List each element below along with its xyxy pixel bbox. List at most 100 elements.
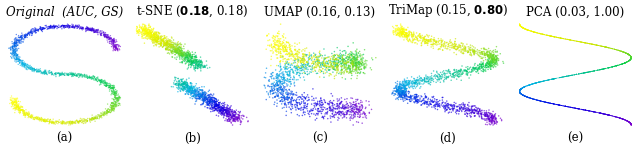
Point [297, 95, 307, 97]
Point [516, 25, 526, 27]
Point [461, 70, 471, 72]
Point [588, 111, 598, 113]
Point [114, 96, 124, 98]
Point [195, 64, 205, 66]
Point [208, 108, 218, 110]
Point [301, 68, 312, 70]
Point [614, 50, 625, 52]
Point [72, 120, 83, 122]
Point [310, 108, 321, 110]
Point [398, 90, 408, 92]
Point [320, 57, 330, 60]
Point [622, 53, 632, 55]
Point [64, 122, 74, 125]
Point [88, 30, 99, 32]
Point [337, 58, 348, 60]
Point [616, 117, 627, 120]
Point [276, 96, 286, 98]
Point [617, 118, 627, 120]
Point [624, 54, 634, 56]
Point [275, 61, 285, 63]
Point [585, 71, 595, 73]
Point [104, 90, 115, 92]
Point [616, 50, 627, 52]
Point [156, 45, 166, 47]
Point [433, 105, 444, 107]
Point [554, 104, 564, 106]
Point [515, 89, 525, 91]
Point [229, 115, 239, 118]
Point [45, 27, 55, 29]
Point [287, 50, 297, 53]
Point [412, 79, 422, 81]
Point [596, 112, 606, 115]
Point [300, 47, 310, 50]
Point [285, 101, 295, 103]
Point [267, 82, 277, 85]
Point [211, 101, 221, 103]
Point [19, 36, 29, 38]
Point [616, 117, 626, 120]
Point [598, 113, 608, 115]
Point [340, 60, 351, 63]
Point [140, 30, 150, 33]
Point [475, 63, 485, 65]
Point [272, 105, 282, 107]
Point [58, 24, 68, 27]
Point [492, 118, 502, 120]
Point [109, 94, 120, 96]
Point [296, 59, 306, 61]
Point [336, 73, 346, 75]
Point [531, 82, 541, 84]
Point [174, 51, 184, 53]
Point [348, 42, 358, 44]
Point [205, 110, 216, 113]
Text: (b): (b) [184, 132, 201, 145]
Point [488, 58, 499, 60]
Point [522, 29, 532, 31]
Point [200, 98, 210, 100]
Point [178, 85, 188, 87]
Point [396, 96, 406, 98]
Point [626, 124, 636, 126]
Point [170, 79, 180, 81]
Point [213, 99, 223, 101]
Point [399, 96, 410, 98]
Point [431, 74, 442, 77]
Point [540, 80, 550, 82]
Point [579, 41, 589, 44]
Point [487, 59, 497, 62]
Point [298, 66, 308, 68]
Point [14, 57, 24, 60]
Point [112, 48, 122, 50]
Point [211, 100, 221, 103]
Point [354, 69, 364, 71]
Point [367, 59, 378, 61]
Point [144, 32, 154, 35]
Point [114, 47, 124, 50]
Point [185, 87, 195, 90]
Point [102, 109, 113, 112]
Point [515, 91, 525, 93]
Point [141, 30, 151, 32]
Point [273, 48, 284, 50]
Point [440, 109, 451, 111]
Point [356, 63, 367, 66]
Point [204, 98, 214, 101]
Point [462, 71, 472, 73]
Point [12, 42, 22, 44]
Point [515, 91, 525, 93]
Point [75, 76, 85, 78]
Point [8, 100, 18, 102]
Point [97, 114, 108, 116]
Point [273, 85, 283, 87]
Point [28, 67, 38, 70]
Point [438, 45, 449, 47]
Point [414, 36, 424, 38]
Point [424, 81, 434, 83]
Point [413, 83, 423, 85]
Point [148, 36, 159, 38]
Point [150, 32, 160, 35]
Point [557, 37, 568, 40]
Point [476, 112, 486, 115]
